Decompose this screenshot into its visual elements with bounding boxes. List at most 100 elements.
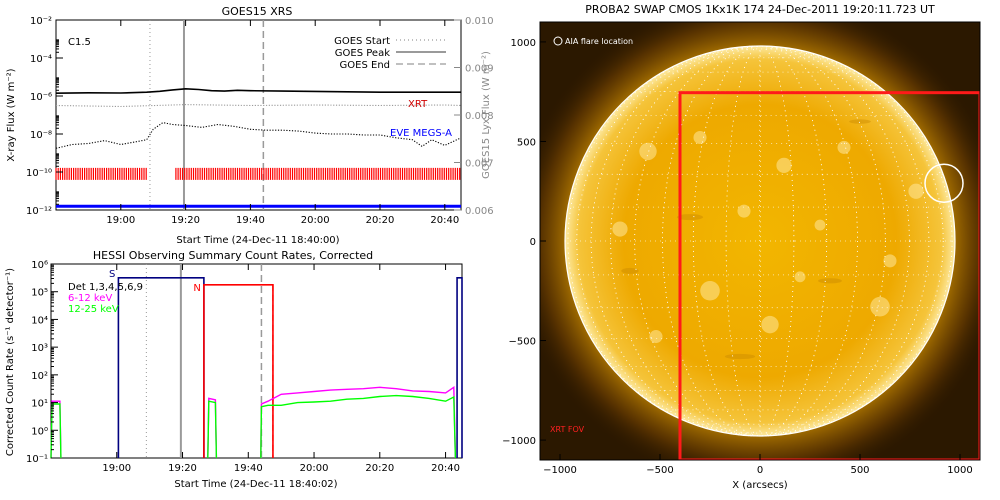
hessi-flag-n (203, 283, 274, 458)
active-region (693, 130, 707, 144)
swap-y-tick-label: 1000 (511, 38, 536, 49)
goes-x-tick-label: 19:40 (236, 215, 265, 226)
xrt-series-label: XRT (408, 99, 428, 110)
hessi-x-tick-label: 20:40 (431, 463, 460, 474)
hessi-x-tick-label: 20:00 (300, 463, 329, 474)
goes-x-tick-label: 20:00 (301, 215, 330, 226)
aia-flare-legend-symbol (553, 36, 563, 46)
active-region (761, 315, 779, 334)
dark-feature (724, 353, 756, 360)
goes-y2-tick-label: 0.006 (465, 206, 494, 217)
goes-chart-title: GOES15 XRS (222, 5, 293, 18)
swap-x-tick-label: 500 (850, 465, 869, 476)
goes-y-tick-label: 10⁻² (30, 16, 52, 27)
active-region (649, 330, 663, 344)
swap-y-tick-label: 0 (530, 237, 536, 248)
xrt-coverage-interval-0 (55, 167, 147, 180)
xrt-coverage-interval-1 (175, 167, 461, 180)
goes-xrs-panel: GOES15 XRS 19:00 19:20 19:40 20:00 20:20 20:4… (6, 5, 494, 246)
hessi-x-tick-label: 19:00 (102, 463, 131, 474)
hessi-y-tick-label: 10⁴ (31, 315, 48, 326)
goes-y2-tick-label: 0.009 (465, 64, 494, 75)
goes-x-tick-label: 19:20 (171, 215, 200, 226)
dark-feature (849, 119, 871, 124)
hessi-chart-title: HESSI Observing Summary Count Rates, Cor… (93, 249, 373, 262)
goes-legend-label: GOES Start (334, 36, 390, 47)
hessi-flag-label-n: N (193, 283, 200, 294)
hessi-legend-entry: 12-25 keV (68, 304, 119, 315)
goes-legend-label: GOES Peak (335, 48, 390, 59)
swap-x-tick-label: −500 (646, 465, 673, 476)
goes-y2-axis-label: GOES15 Lyx Flux (W m⁻²) (481, 51, 492, 179)
swap-x-tick-label: 0 (757, 465, 763, 476)
goes-y-tick-label: 10⁻⁴ (30, 54, 52, 65)
hessi-legend-entry: 6-12 keV (68, 293, 112, 304)
goes-y-tick-label: 10⁻⁸ (30, 130, 52, 141)
hessi-legend-entry: Det 1,3,4,5,6,9 (68, 282, 143, 293)
eve-series-label: EVE MEGS-A (390, 128, 452, 139)
goes-y2-tick-label: 0.007 (465, 159, 494, 170)
active-region (837, 140, 851, 154)
swap-x-tick-label: −1000 (543, 465, 577, 476)
active-region (794, 271, 806, 283)
goes-y2-tick-label: 0.008 (465, 111, 494, 122)
solar-limb (564, 45, 956, 437)
goes-y-tick-label: 10⁻¹⁰ (26, 168, 52, 179)
hessi-y-tick-label: 10¹ (31, 399, 48, 410)
active-region (883, 254, 897, 268)
hessi-panel: HESSI Observing Summary Count Rates, Cor… (5, 249, 463, 490)
hessi-x-tick-label: 19:40 (234, 463, 263, 474)
goes-x-tick-label: 20:40 (430, 215, 459, 226)
active-region (700, 280, 720, 301)
dark-feature (676, 214, 704, 221)
longitude-line (662, 45, 858, 437)
goes-x-axis-label: Start Time (24-Dec-11 18:40:00) (176, 235, 339, 246)
swap-x-axis-label: X (arcsecs) (732, 480, 788, 491)
active-region (814, 219, 826, 231)
active-region (870, 296, 890, 317)
goes-series-eve-megs-a (55, 122, 462, 149)
hessi-y-tick-label: 10⁶ (31, 260, 48, 271)
swap-y-tick-label: −1000 (502, 436, 536, 447)
hessi-series-12-25-kev-seg2 (260, 394, 457, 459)
goes-y-axis-label: X-ray Flux (W m⁻²) (6, 68, 17, 161)
hessi-y-axis-label: Corrected Count Rate (s⁻¹ detector⁻¹) (5, 268, 16, 456)
goes-y2-tick-label: 0.010 (465, 16, 494, 27)
hessi-y-tick-label: 10⁻¹ (26, 454, 48, 465)
goes-plot-content: 19:00 19:20 19:40 20:00 20:20 20:40 10⁻¹² 10⁻¹⁰… (26, 16, 494, 226)
goes-y-tick-label: 10⁻¹² (26, 206, 52, 217)
aia-flare-circle (924, 163, 964, 204)
goes-x-tick-label: 19:00 (106, 215, 135, 226)
hessi-y-tick-label: 10³ (31, 343, 48, 354)
active-region (776, 157, 792, 173)
goes-y-tick-label: 10⁻⁶ (30, 92, 52, 103)
goes-series-xrt (55, 104, 462, 108)
goes-class-label: C1.5 (68, 37, 91, 48)
hessi-series-6-12-kev-seg2 (260, 385, 457, 459)
hessi-y-tick-label: 10⁵ (31, 288, 48, 299)
hessi-x-axis-label: Start Time (24-Dec-11 18:40:02) (174, 479, 337, 490)
dark-feature (621, 267, 639, 274)
hessi-series-12-25-kev-seg1 (207, 400, 218, 459)
active-region (908, 183, 924, 199)
goes-x-tick-label: 20:20 (366, 215, 395, 226)
swap-x-tick-label: 1000 (947, 465, 972, 476)
longitude-line (725, 45, 795, 437)
hessi-flag-label-s: S (109, 269, 115, 280)
active-region (639, 142, 657, 161)
hessi-plot-content: S N 19:00 19:20 19:40 20:00 20:20 20:40 10⁻¹ 10⁰ 1… (26, 260, 463, 474)
hessi-y-tick-label: 10⁰ (31, 426, 48, 437)
aia-flare-location-label: AIA flare location (565, 37, 633, 46)
hessi-y-tick-label: 10² (31, 371, 48, 382)
hessi-series-12-25-kev-seg0 (50, 403, 62, 459)
goes-legend-label: GOES End (340, 60, 390, 71)
swap-y-tick-label: 500 (517, 137, 536, 148)
longitude-line (567, 45, 953, 437)
swap-y-tick-label: −500 (509, 337, 536, 348)
longitude-line (692, 45, 828, 437)
dark-feature (818, 278, 842, 284)
swap-chart-title: PROBA2 SWAP CMOS 1Kx1K 174 24-Dec-2011 1… (585, 3, 935, 16)
